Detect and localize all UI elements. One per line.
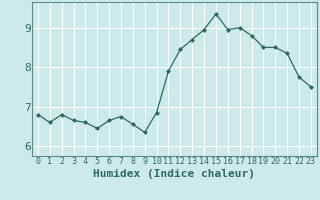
X-axis label: Humidex (Indice chaleur): Humidex (Indice chaleur) bbox=[93, 169, 255, 179]
